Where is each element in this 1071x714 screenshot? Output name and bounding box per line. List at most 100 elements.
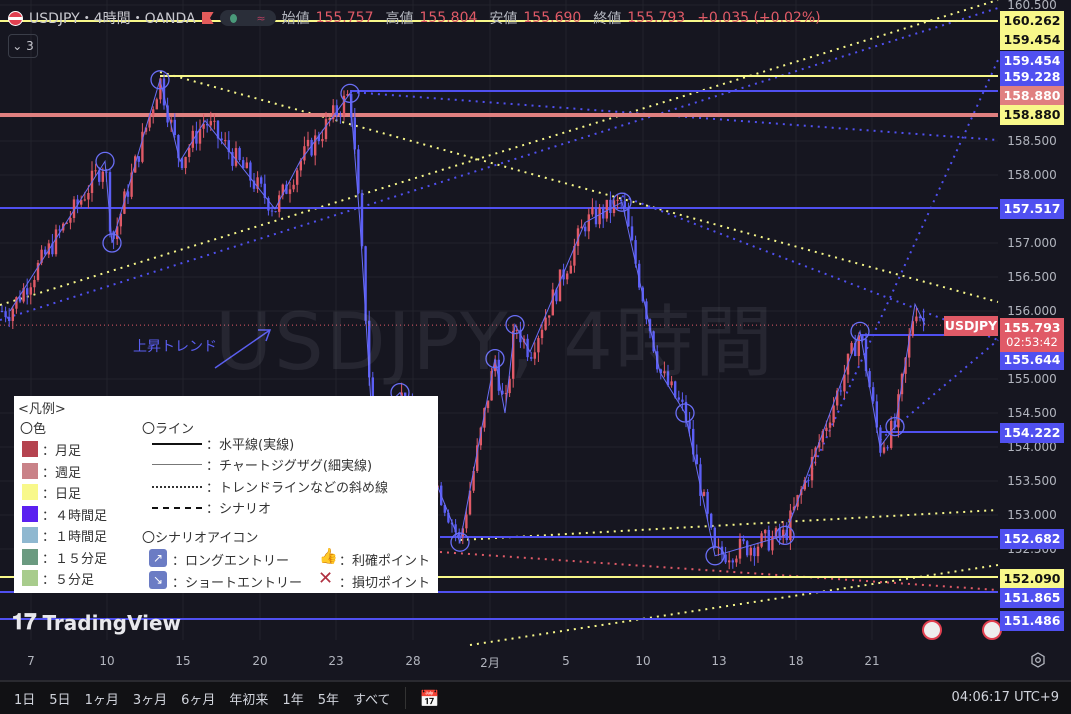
swing-point-circle (675, 403, 695, 423)
candle-body (328, 119, 331, 121)
range-button[interactable]: 6ヶ月 (181, 692, 216, 708)
price-chart[interactable] (0, 0, 1071, 680)
trendline (0, 7, 999, 321)
legend-icon-label: ：ショートエントリー (172, 576, 303, 591)
candle-body (170, 119, 173, 123)
candle-body (638, 263, 641, 288)
swing-point-circle (340, 83, 360, 104)
candle-body (454, 524, 457, 533)
x-tick-label: 2月 (480, 656, 500, 670)
range-button[interactable]: 5日 (49, 692, 71, 708)
candle-body (566, 273, 569, 280)
candle-body (710, 513, 713, 528)
y-tick-label: 155.000 (1007, 372, 1057, 386)
candle-body (494, 359, 497, 372)
candle-body (72, 199, 76, 218)
candle-body (281, 184, 284, 196)
candle-body (519, 329, 522, 343)
candle-body (699, 464, 702, 496)
range-button[interactable]: 年初来 (229, 692, 269, 708)
trendline (459, 509, 999, 541)
color-swatch (22, 548, 38, 565)
candle-body (821, 431, 824, 443)
candle-body (530, 357, 533, 359)
range-button[interactable]: 1日 (14, 692, 36, 708)
candle-body (728, 560, 731, 563)
chevron-down-icon: ⌄ (12, 39, 27, 53)
candle-body (137, 156, 140, 162)
candle-body (51, 243, 54, 255)
trendline (621, 195, 999, 341)
candle-body (756, 546, 760, 557)
legend-title: <凡例> (18, 402, 66, 417)
trendline (879, 339, 999, 441)
candle-body (832, 405, 835, 423)
y-tick-label: 158.500 (1007, 134, 1057, 148)
us-event-flag-icon (982, 620, 1002, 640)
candle-body (807, 479, 810, 481)
candle-body (216, 120, 220, 139)
candle-body (292, 184, 295, 190)
legend-color-label: ：４時間足 (42, 508, 108, 524)
symbol-title[interactable]: USDJPY・4時間・OANDA (29, 11, 196, 27)
range-button[interactable]: 3ヶ月 (132, 692, 168, 708)
y-tick-label: 157.000 (1007, 236, 1057, 250)
candle-body (4, 311, 7, 318)
candle-body (922, 317, 925, 322)
candle-body (825, 427, 828, 432)
candle-body (764, 529, 767, 534)
candle-body (742, 538, 745, 542)
candle-body (630, 226, 634, 241)
candle-body (569, 265, 572, 274)
candle-body (94, 170, 97, 172)
candle-body (44, 249, 47, 255)
us-flag-icon (8, 10, 23, 26)
swing-point-circle (612, 192, 632, 212)
market-status-pill[interactable]: ≈ (219, 10, 276, 26)
candle-body (512, 330, 515, 379)
go-to-date-icon[interactable]: 📅 (419, 688, 440, 708)
range-button[interactable]: すべて (352, 692, 391, 708)
candle-body (195, 130, 198, 144)
flag-icon[interactable] (201, 12, 214, 24)
candle-body (533, 352, 536, 359)
candle-body (141, 131, 144, 162)
candle-body (346, 94, 349, 96)
swing-point-circle (850, 321, 870, 342)
candle-body (234, 148, 238, 166)
x-mark-icon: ✕ (318, 568, 334, 589)
tradingview-brand: TradingView (42, 610, 182, 635)
x-tick-label: 15 (175, 654, 191, 668)
legend-box: <凡例> 〇色 ：月足 ：週足 ：日足 ：４時間足 ：１時間足 ：１５分足 ：５分足 〇ライ… (14, 396, 438, 593)
candle-body (508, 378, 511, 394)
tradingview-logo: 𝟏𝟕 TradingView (12, 610, 182, 635)
candle-body (688, 421, 691, 429)
candle-body (360, 193, 364, 247)
candle-body (285, 184, 288, 194)
candle-body (663, 371, 666, 374)
color-swatch (22, 527, 38, 543)
candle-body (576, 228, 580, 246)
candle-body (162, 78, 166, 106)
candle-body (558, 269, 562, 302)
candle-body (746, 541, 749, 556)
legend-colors-title: 〇色 (20, 422, 47, 437)
candle-body (616, 199, 619, 201)
indicators-collapse-button[interactable]: ⌄ 3 (8, 34, 38, 58)
range-button[interactable]: 1ヶ月 (84, 692, 119, 708)
candle-body (213, 120, 216, 122)
settings-icon[interactable] (1030, 652, 1046, 668)
x-tick-label: 7 (27, 654, 35, 668)
candle-body (130, 172, 133, 197)
candle-body (911, 321, 914, 336)
candle-body (8, 317, 11, 322)
candle-body (288, 189, 292, 194)
candle-body (483, 408, 486, 428)
candle-body (242, 160, 245, 169)
candle-body (486, 400, 490, 409)
uptrend-annotation: 上昇トレンド (133, 339, 217, 355)
candle-body (321, 139, 324, 142)
range-button[interactable]: 5年 (317, 692, 339, 708)
clock[interactable]: 04:06:17 UTC+9 (951, 690, 1059, 705)
range-button[interactable]: 1年 (282, 692, 304, 708)
